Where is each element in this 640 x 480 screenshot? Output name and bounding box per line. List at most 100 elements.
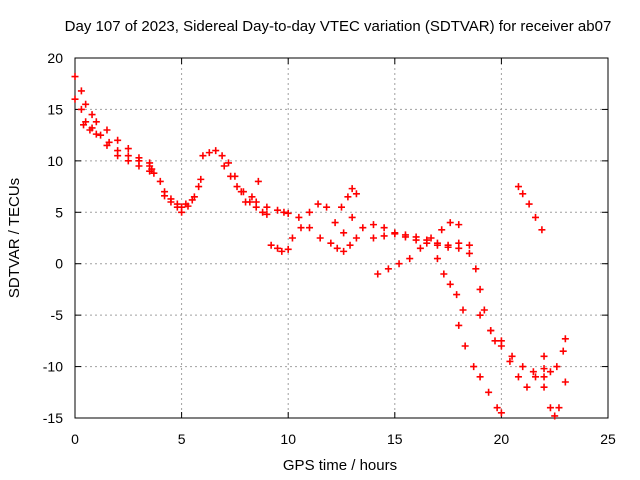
data-point: [453, 291, 461, 299]
data-point: [306, 224, 314, 232]
data-point: [77, 87, 85, 95]
data-point: [438, 226, 446, 234]
data-point: [374, 270, 382, 278]
data-point: [114, 152, 122, 160]
data-point: [146, 159, 154, 167]
data-point: [476, 373, 484, 381]
series-19: [476, 311, 548, 376]
data-point: [465, 241, 473, 249]
data-point: [497, 342, 505, 350]
data-point: [71, 73, 79, 81]
series-10: [288, 200, 356, 242]
data-point: [493, 404, 501, 412]
data-point: [306, 208, 314, 216]
data-point: [280, 208, 288, 216]
y-tick-label: 20: [47, 50, 63, 66]
series-16: [433, 255, 467, 314]
series-23: [540, 335, 569, 381]
data-point: [297, 224, 305, 232]
data-point: [508, 352, 516, 360]
series-11: [295, 213, 360, 255]
chart-title: Day 107 of 2023, Sidereal Day-to-day VTE…: [65, 18, 612, 35]
series-15: [374, 219, 463, 278]
y-tick-label: 0: [55, 256, 63, 272]
data-point: [344, 193, 352, 201]
data-point: [395, 260, 403, 268]
data-point: [551, 412, 559, 420]
data-point: [525, 200, 533, 208]
data-point: [173, 203, 181, 211]
gridlines: [75, 58, 608, 418]
data-point: [86, 126, 94, 134]
data-point: [150, 169, 158, 177]
x-tick-label: 5: [178, 431, 186, 447]
y-tick-label: 5: [55, 204, 63, 220]
data-point: [340, 229, 348, 237]
y-tick-label: -5: [51, 307, 64, 323]
data-point: [427, 234, 435, 242]
x-tick-label: 0: [71, 431, 79, 447]
data-point: [540, 352, 548, 360]
data-point: [340, 247, 348, 255]
series-2: [77, 87, 156, 173]
data-point: [92, 118, 100, 126]
data-point: [178, 208, 186, 216]
data-point: [225, 159, 233, 167]
data-point: [274, 206, 282, 214]
data-point: [248, 193, 256, 201]
data-point: [384, 265, 392, 273]
data-point: [259, 208, 267, 216]
data-point: [519, 363, 527, 371]
data-point: [455, 244, 463, 252]
data-point: [380, 224, 388, 232]
data-point: [487, 327, 495, 335]
data-point: [88, 111, 96, 119]
data-point: [476, 285, 484, 293]
data-point: [135, 154, 143, 162]
data-point: [314, 200, 322, 208]
data-point: [274, 244, 282, 252]
data-point: [146, 167, 154, 175]
data-point: [446, 280, 454, 288]
data-points: [71, 73, 569, 420]
data-point: [506, 357, 514, 365]
data-point: [338, 203, 345, 211]
data-point: [540, 365, 548, 373]
data-point: [553, 363, 561, 371]
series-9: [267, 241, 292, 255]
data-point: [444, 243, 452, 251]
data-point: [114, 136, 122, 144]
data-point: [491, 337, 499, 345]
data-point: [461, 342, 469, 350]
data-point: [352, 234, 360, 242]
data-point: [239, 188, 247, 196]
data-point: [323, 203, 331, 211]
data-point: [316, 234, 324, 242]
data-point: [288, 234, 296, 242]
data-point: [465, 249, 473, 257]
data-point: [519, 190, 527, 198]
data-point: [92, 130, 100, 138]
data-point: [295, 213, 303, 221]
data-point: [348, 213, 356, 221]
series-6: [199, 147, 262, 206]
series-5: [161, 175, 205, 216]
y-tick-label: 15: [47, 101, 63, 117]
data-point: [263, 203, 271, 211]
data-point: [199, 152, 207, 160]
data-point: [284, 245, 292, 253]
data-point: [485, 388, 493, 396]
series-4: [156, 177, 203, 211]
series-22: [540, 378, 569, 420]
series-3: [80, 121, 154, 175]
data-point: [254, 177, 262, 185]
y-tick-label: -10: [43, 359, 63, 375]
data-point: [455, 221, 463, 229]
series-21: [514, 183, 546, 234]
data-point: [161, 192, 169, 200]
data-point: [546, 368, 554, 376]
data-point: [546, 404, 554, 412]
x-tick-label: 25: [600, 431, 616, 447]
data-point: [529, 368, 537, 376]
data-point: [195, 183, 203, 191]
